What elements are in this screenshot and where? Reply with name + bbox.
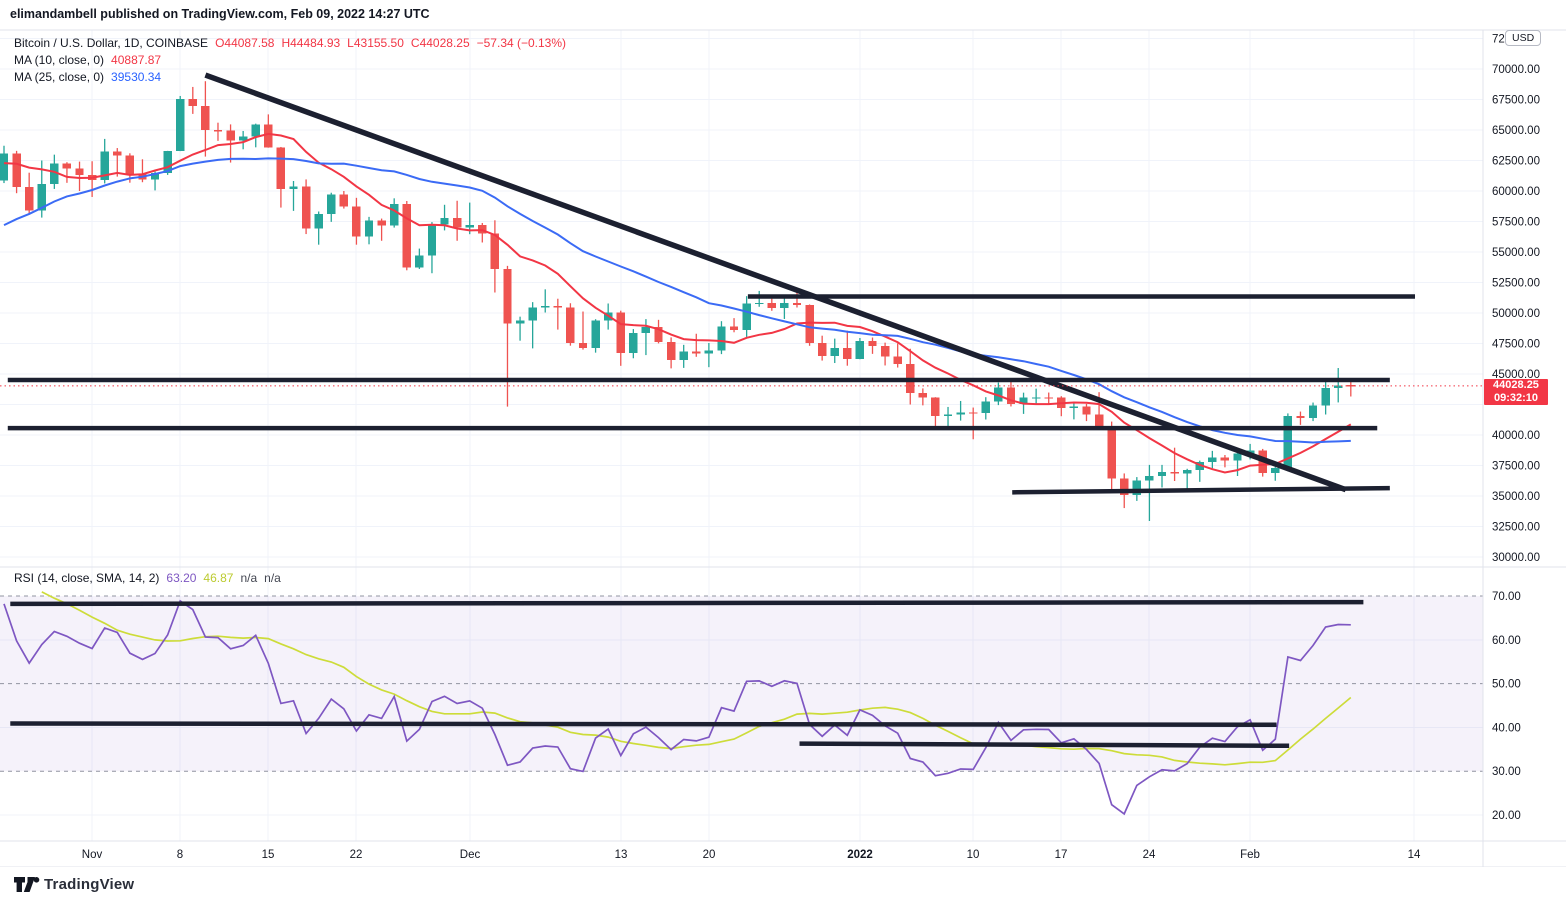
currency-badge: USD (1505, 30, 1542, 46)
publish-bar: elimandambell published on TradingView.c… (0, 0, 1566, 30)
ma25-label: MA (25, close, 0) (14, 70, 105, 84)
price-axis-label: 62500.00 (1492, 156, 1540, 168)
time-axis-label: Feb (1240, 849, 1260, 861)
price-axis-label: 65000.00 (1492, 125, 1540, 137)
time-axis-label: Nov (82, 849, 103, 861)
price-axis-label: 40000.00 (1492, 430, 1540, 442)
price-axis-label: 35000.00 (1492, 491, 1540, 503)
ohlc-low: L43155.50 (347, 36, 404, 50)
rsi-axis-label: 70.00 (1492, 591, 1521, 603)
ma25-value: 39530.34 (111, 70, 162, 84)
rsi-axis-label: 30.00 (1492, 766, 1521, 778)
ohlc-open: O44087.58 (215, 36, 275, 50)
time-axis-label: 2022 (847, 849, 873, 861)
price-axis-label: 45000.00 (1492, 369, 1540, 381)
logo-bar: TradingView (0, 867, 1566, 901)
time-axis-label: 17 (1055, 849, 1068, 861)
price-axis-label: 60000.00 (1492, 186, 1540, 198)
price-axis-label: 67500.00 (1492, 95, 1540, 107)
rsi-trendline[interactable] (799, 741, 1290, 749)
bar-countdown: 09:32:10 (1493, 392, 1539, 404)
time-axis-label: 15 (262, 849, 275, 861)
price-axis-label: 32500.00 (1492, 522, 1540, 534)
rsi-sma-line (41, 591, 1352, 766)
publish-attribution-text: elimandambell published on TradingView.c… (10, 7, 430, 21)
rsi-axis-label: 40.00 (1492, 722, 1521, 734)
ma10-legend-row[interactable]: MA (10, close, 0) 40887.87 (14, 53, 168, 67)
rsi-axis-label: 20.00 (1492, 810, 1521, 822)
price-axis-label: 57500.00 (1492, 217, 1540, 229)
tradingview-logo-text[interactable]: TradingView (44, 876, 135, 893)
price-axis-label: 55000.00 (1492, 247, 1540, 259)
last-price-value: 44028.25 (1493, 379, 1539, 391)
rsi-sma-value: 46.87 (203, 571, 234, 585)
time-axis-label: 10 (967, 849, 980, 861)
tradingview-logo-icon[interactable] (14, 876, 40, 893)
rsi-trendline[interactable] (10, 599, 1364, 607)
rsi-axis-label: 60.00 (1492, 635, 1521, 647)
price-trendline[interactable] (1012, 485, 1390, 495)
price-axis[interactable]: 72500.0070000.0067500.0065000.0062500.00… (1492, 34, 1540, 565)
ma10-value: 40887.87 (111, 53, 162, 67)
ohlc-high: H44484.93 (281, 36, 341, 50)
price-axis-label: 70000.00 (1492, 64, 1540, 76)
rsi-label: RSI (14, close, SMA, 14, 2) (14, 571, 160, 585)
ma10-line (3, 132, 1352, 474)
rsi-legend-row[interactable]: RSI (14, close, SMA, 14, 2) 63.20 46.87 n/a… (14, 571, 288, 585)
price-trendline[interactable] (204, 72, 1347, 493)
ma25-legend-row[interactable]: MA (25, close, 0) 39530.34 (14, 70, 168, 84)
ohlc-change: −57.34 (−0.13%) (476, 36, 567, 50)
time-axis[interactable]: Nov 8 15 22 Dec 13 20 2022 10 17 24 Feb 14 (82, 849, 1421, 861)
symbol-legend-row[interactable]: Bitcoin / U.S. Dollar, 1D, COINBASE O4408… (14, 36, 573, 50)
price-axis-label: 37500.00 (1492, 461, 1540, 473)
time-axis-label: Dec (460, 849, 481, 861)
price-axis-label: 52500.00 (1492, 278, 1540, 290)
price-axis-label: 30000.00 (1492, 552, 1540, 564)
ma25-line (3, 157, 1351, 444)
last-price-badge: 44028.25 09:32:10 (1484, 379, 1548, 405)
rsi-value: 63.20 (166, 571, 197, 585)
time-axis-label: 24 (1143, 849, 1156, 861)
time-axis-label: 8 (177, 849, 183, 861)
time-axis-label: 14 (1408, 849, 1421, 861)
time-axis-label: 20 (703, 849, 716, 861)
price-axis-label: 47500.00 (1492, 339, 1540, 351)
rsi-line (3, 599, 1351, 816)
rsi-na-1: n/a (240, 571, 258, 585)
time-axis-label: 22 (350, 849, 363, 861)
symbol-title: Bitcoin / U.S. Dollar, 1D, COINBASE (14, 36, 209, 50)
rsi-axis[interactable]: 70.00 60.00 50.00 40.00 30.00 20.00 (1492, 591, 1521, 822)
ma10-label: MA (10, close, 0) (14, 53, 105, 67)
price-axis-label: 50000.00 (1492, 308, 1540, 320)
candlestick-series[interactable] (0, 81, 1356, 522)
rsi-axis-label: 50.00 (1492, 679, 1521, 691)
rsi-trendline[interactable] (10, 721, 1277, 728)
rsi-na-2: n/a (264, 571, 281, 585)
ohlc-close: C44028.25 (410, 36, 470, 50)
time-axis-label: 13 (615, 849, 628, 861)
